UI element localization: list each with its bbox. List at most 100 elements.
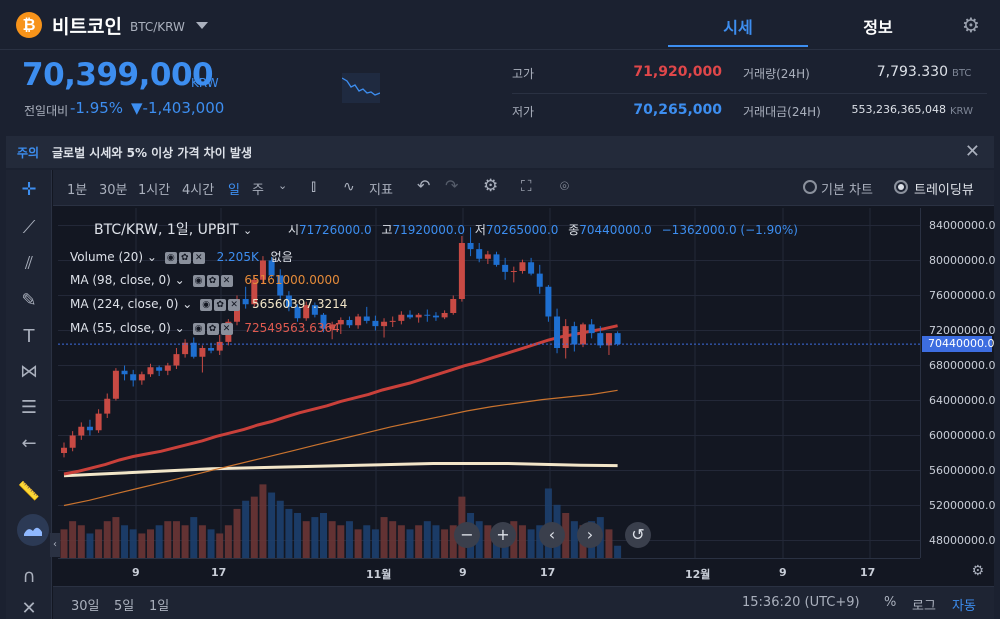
price-tick-label: 60000000.0 <box>929 428 996 442</box>
coin-select-chevron-down-icon[interactable] <box>196 22 208 29</box>
tradingview-label[interactable]: 트레이딩뷰 <box>914 183 974 198</box>
basic-chart-label[interactable]: 기본 차트 <box>821 183 873 198</box>
change-absolute: ▼-1,403,000 <box>131 99 225 117</box>
candle-body <box>69 435 76 448</box>
axis-settings-gear-icon[interactable]: ⚙ <box>971 563 984 579</box>
eye-icon[interactable]: ◉ <box>164 252 177 264</box>
candle-body <box>562 326 569 348</box>
reset-chart-icon[interactable]: ↺ <box>625 522 651 548</box>
range-5d[interactable]: 5일 <box>114 599 135 614</box>
brush-icon[interactable]: ✎ <box>21 290 37 311</box>
chart-symbol-title[interactable]: BTC/KRW, 1일, UPBIT <box>94 222 239 238</box>
candle-body <box>95 413 102 431</box>
volume-bar <box>397 525 405 558</box>
gear-icon[interactable]: ⚙ <box>962 13 980 37</box>
tab-quote[interactable]: 시세 <box>723 18 753 37</box>
settings-icon[interactable]: ✿ <box>214 299 227 311</box>
indicator-row-volume[interactable]: Volume (20) ⌄ ◉ ✿ ✕ 2.205K 없음 <box>70 250 293 264</box>
volume-bar <box>328 521 336 558</box>
chart-toolbar: 1분 30분 1시간 4시간 일 주 ⌄ ⫾ ∿ 지표 ↶ ↷ ⚙ ⛶ ⌾ 기본… <box>53 170 994 206</box>
volume-bar <box>86 533 94 558</box>
candle-type-icon[interactable]: ⫾ <box>311 176 317 195</box>
fullscreen-icon[interactable]: ⛶ <box>521 177 532 195</box>
scroll-left-icon[interactable]: ‹ <box>539 522 565 548</box>
zoom-in-plus-icon[interactable]: + <box>490 522 516 548</box>
pattern-icon[interactable]: ⋈ <box>20 361 38 382</box>
candle-body <box>242 299 249 305</box>
price-tick-label: 72000000.0 <box>929 323 996 337</box>
settings-icon[interactable]: ✿ <box>178 252 191 264</box>
undo-icon[interactable]: ↶ <box>417 176 431 195</box>
tradingview-radio[interactable] <box>894 180 908 194</box>
eye-icon[interactable]: ◉ <box>200 299 213 311</box>
time-tick-label: 9 <box>132 566 140 579</box>
camera-icon[interactable]: ⌾ <box>560 177 570 195</box>
eye-icon[interactable]: ◉ <box>192 275 205 287</box>
candle-body <box>476 249 483 259</box>
volume-bar <box>112 517 120 558</box>
indicator-icon[interactable]: ∿ <box>343 179 355 195</box>
zoom-out-icon[interactable]: − <box>454 522 480 548</box>
candle-body <box>571 326 578 345</box>
interval-1d[interactable]: 일 <box>228 183 240 198</box>
candle-body <box>536 273 543 287</box>
time-axis[interactable]: ⚙ 9 17 11월 9 17 12월 9 17 <box>58 558 984 586</box>
tab-info[interactable]: 정보 <box>863 18 893 37</box>
candle-body <box>61 447 67 453</box>
indicator-value: 56560397.3214 <box>251 297 348 311</box>
interval-4h[interactable]: 4시간 <box>182 183 215 198</box>
indicator-row-ma224[interactable]: MA (224, close, 0) ⌄ ◉ ✿ ✕ 56560397.3214 <box>70 297 348 311</box>
candle-body <box>415 314 422 318</box>
text-tool-icon[interactable]: T <box>23 326 35 347</box>
interval-1w[interactable]: 주 <box>252 183 264 198</box>
redo-icon[interactable]: ↷ <box>445 176 459 195</box>
interval-1m[interactable]: 1분 <box>67 183 88 198</box>
ohlc-readout: 시71726000.0 고71920000.0 저70265000.0 종704… <box>288 221 798 238</box>
remove-icon[interactable]: ✕ <box>220 323 233 335</box>
stats-divider <box>512 93 987 94</box>
settings-icon[interactable]: ✿ <box>206 323 219 335</box>
high-label: 고 <box>381 223 393 237</box>
magnet-icon[interactable]: ∩ <box>22 566 36 587</box>
candle-body <box>329 324 336 329</box>
lock-icon[interactable]: ✕ <box>21 598 37 619</box>
back-arrow-icon[interactable]: ← <box>21 433 37 454</box>
range-1d[interactable]: 1일 <box>149 599 170 614</box>
price-axis[interactable]: 84000000.0 80000000.0 76000000.0 72000000.0… <box>920 208 996 558</box>
range-30d[interactable]: 30일 <box>71 599 100 614</box>
indicator-row-ma55[interactable]: MA (55, close, 0) ⌄ ◉ ✿ ✕ 72549563.6364 <box>70 321 340 335</box>
candle-body <box>510 271 517 272</box>
percent-toggle[interactable]: % <box>884 595 897 610</box>
interval-30m[interactable]: 30분 <box>99 183 128 198</box>
symbol-chevron-down-icon[interactable]: ⌄ <box>243 224 253 237</box>
candle-body <box>112 370 119 399</box>
remove-icon[interactable]: ✕ <box>228 299 241 311</box>
pitchfork-icon[interactable]: ⫽ <box>24 253 34 274</box>
crosshair-icon[interactable]: ✛ <box>21 179 37 200</box>
settings-gear-icon[interactable]: ⚙ <box>483 176 499 196</box>
log-toggle[interactable]: 로그 <box>912 599 936 614</box>
ruler-icon[interactable]: 📏 <box>17 481 41 502</box>
fib-icon[interactable]: ☰ <box>20 397 38 418</box>
interval-1h[interactable]: 1시간 <box>138 183 171 198</box>
close-icon[interactable]: ✕ <box>964 141 980 162</box>
low-label: 저 <box>474 223 486 237</box>
trend-line-icon[interactable]: ⟋ <box>22 217 36 238</box>
remove-icon[interactable]: ✕ <box>220 275 233 287</box>
auto-toggle[interactable]: 자동 <box>952 599 976 614</box>
collapse-toolbar-chevron-left-icon[interactable]: ‹ <box>50 533 60 557</box>
volume-label: 거래량(24H) <box>743 67 810 81</box>
indicator-row-ma98[interactable]: MA (98, close, 0) ⌄ ◉ ✿ ✕ 65161000.0000 <box>70 273 340 287</box>
settings-icon[interactable]: ✿ <box>206 275 219 287</box>
candle-body <box>173 354 180 366</box>
change-label: 전일대비 <box>24 104 69 118</box>
time-tick-label: 9 <box>459 566 467 579</box>
basic-chart-radio[interactable] <box>803 180 817 194</box>
indicator-button[interactable]: 지표 <box>369 183 393 198</box>
eye-icon[interactable]: ◉ <box>192 323 205 335</box>
scroll-right-icon[interactable]: › <box>577 522 603 548</box>
interval-chevron-down-icon[interactable]: ⌄ <box>278 179 288 192</box>
volume-bar <box>95 529 103 558</box>
volume-bar <box>337 525 345 558</box>
remove-icon[interactable]: ✕ <box>192 252 205 264</box>
